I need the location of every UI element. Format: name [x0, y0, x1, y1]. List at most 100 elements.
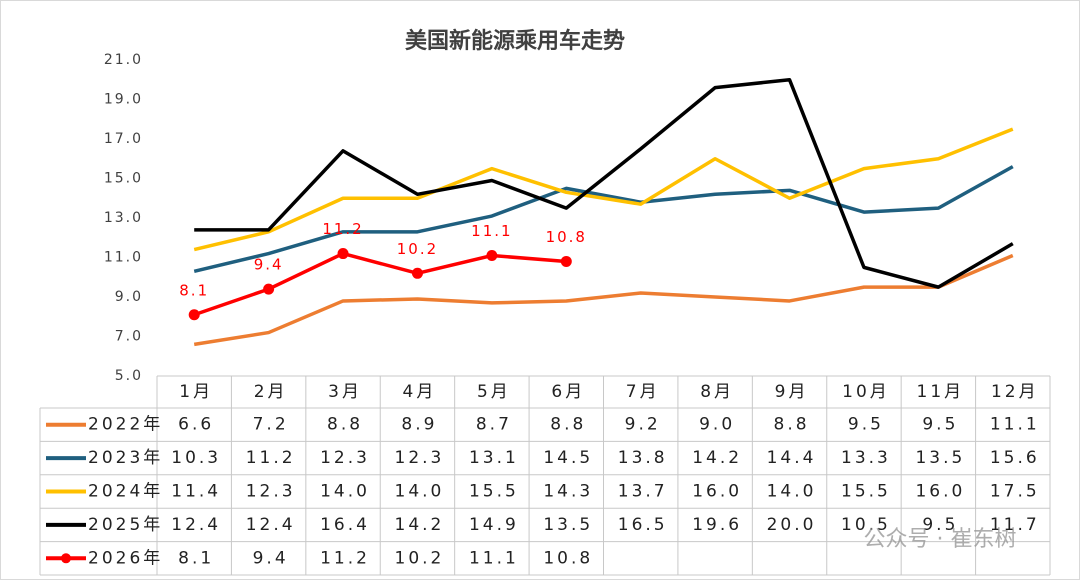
x-tick-label: 2月: [254, 382, 288, 402]
legend-marker: [61, 553, 71, 564]
table-cell: 14.0: [320, 482, 370, 502]
table-cell: 14.2: [395, 515, 445, 535]
legend-label: 2023年: [88, 448, 163, 468]
table-cell: 12.3: [246, 482, 296, 502]
legend-label: 2025年: [88, 515, 163, 535]
point: [560, 255, 572, 267]
series-line: [193, 251, 567, 317]
table-cell: 8.8: [327, 415, 363, 435]
legend-label: 2024年: [88, 482, 163, 502]
table-cell: 8.8: [550, 415, 586, 435]
y-tick-label: 7.0: [115, 329, 143, 345]
point: [411, 267, 423, 279]
point: [263, 283, 275, 295]
table-cell: 19.6: [692, 515, 742, 535]
x-tick-label: 10月: [842, 382, 890, 402]
table-cell: 16.5: [618, 515, 668, 535]
table-cell: 17.5: [990, 482, 1040, 502]
watermark: 公众号 · 崔东树: [864, 527, 1017, 552]
legend-label: 2022年: [88, 415, 163, 435]
table-cell: 9.0: [699, 415, 735, 435]
y-tick-label: 19.0: [104, 92, 143, 108]
table-cell: 14.2: [692, 448, 742, 468]
data-label: 11.2: [322, 220, 363, 238]
table-cell: 13.8: [618, 448, 668, 468]
table-cell: 14.4: [767, 448, 817, 468]
data-label: 10.8: [546, 228, 587, 246]
table-cell: 14.9: [469, 515, 519, 535]
x-tick-label: 5月: [477, 382, 511, 402]
table-cell: 11.4: [171, 482, 221, 502]
y-tick-label: 5.0: [115, 368, 143, 384]
table-cell: 8.1: [178, 548, 214, 568]
x-tick-label: 4月: [403, 382, 437, 402]
table-cell: 20.0: [767, 515, 817, 535]
x-tick-label: 6月: [551, 382, 585, 402]
table-cell: 10.2: [395, 548, 445, 568]
table-cell: 15.6: [990, 448, 1040, 468]
x-tick-label: 12月: [991, 382, 1039, 402]
table-cell: 14.0: [767, 482, 817, 502]
legend-label: 2026年: [88, 548, 163, 568]
y-tick-label: 15.0: [104, 171, 143, 187]
x-tick-label: 8月: [700, 382, 734, 402]
y-tick-label: 21.0: [104, 52, 143, 68]
table-cell: 10.8: [543, 548, 593, 568]
y-tick-label: 17.0: [104, 131, 143, 147]
data-label: 11.1: [471, 222, 512, 240]
table-cell: 15.5: [841, 482, 891, 502]
x-tick-label: 7月: [626, 382, 660, 402]
series-line: [193, 165, 1014, 274]
table-cell: 9.5: [848, 415, 884, 435]
table-cell: 11.7: [990, 515, 1040, 535]
table-cell: 13.1: [469, 448, 519, 468]
table-cell: 13.5: [543, 515, 593, 535]
table-cell: 14.0: [395, 482, 445, 502]
x-tick-label: 1月: [179, 382, 213, 402]
point: [337, 248, 349, 260]
data-label: 8.1: [179, 281, 209, 299]
x-tick-label: 9月: [775, 382, 809, 402]
table-cell: 16.0: [692, 482, 742, 502]
table-cell: 14.5: [543, 448, 593, 468]
table-cell: 14.3: [543, 482, 593, 502]
point: [188, 309, 200, 321]
point: [486, 250, 498, 262]
chart-title: 美国新能源乘用车走势: [405, 28, 625, 54]
table-cell: 16.0: [915, 482, 965, 502]
y-tick-label: 9.0: [115, 289, 143, 305]
table-cell: 15.5: [469, 482, 519, 502]
table-cell: 12.3: [395, 448, 445, 468]
table-cell: 13.3: [841, 448, 891, 468]
table-cell: 9.2: [625, 415, 661, 435]
table-cell: 11.1: [469, 548, 519, 568]
x-tick-label: 3月: [328, 382, 362, 402]
table-cell: 9.4: [253, 548, 289, 568]
y-tick-label: 13.0: [104, 210, 143, 226]
table-cell: 11.2: [320, 548, 370, 568]
table-cell: 12.3: [320, 448, 370, 468]
table-cell: 12.4: [171, 515, 221, 535]
table-cell: 12.4: [246, 515, 296, 535]
table-cell: 9.5: [922, 515, 958, 535]
data-label: 10.2: [397, 240, 438, 258]
y-tick-label: 11.0: [104, 250, 143, 266]
table-cell: 16.4: [320, 515, 370, 535]
table-cell: 11.1: [990, 415, 1040, 435]
data-label: 9.4: [254, 256, 284, 274]
table-cell: 8.8: [774, 415, 810, 435]
table-cell: 8.9: [401, 415, 437, 435]
series-line: [193, 253, 1014, 347]
x-tick-label: 11月: [917, 382, 965, 402]
series-line: [194, 78, 1014, 289]
table-cell: 11.2: [246, 448, 296, 468]
table-cell: 7.2: [253, 415, 289, 435]
table-cell: 9.5: [922, 415, 958, 435]
table-cell: 8.7: [476, 415, 512, 435]
series-line: [193, 127, 1014, 252]
table-cell: 10.3: [171, 448, 221, 468]
table-cell: 10.5: [841, 515, 891, 535]
table-cell: 13.7: [618, 482, 668, 502]
